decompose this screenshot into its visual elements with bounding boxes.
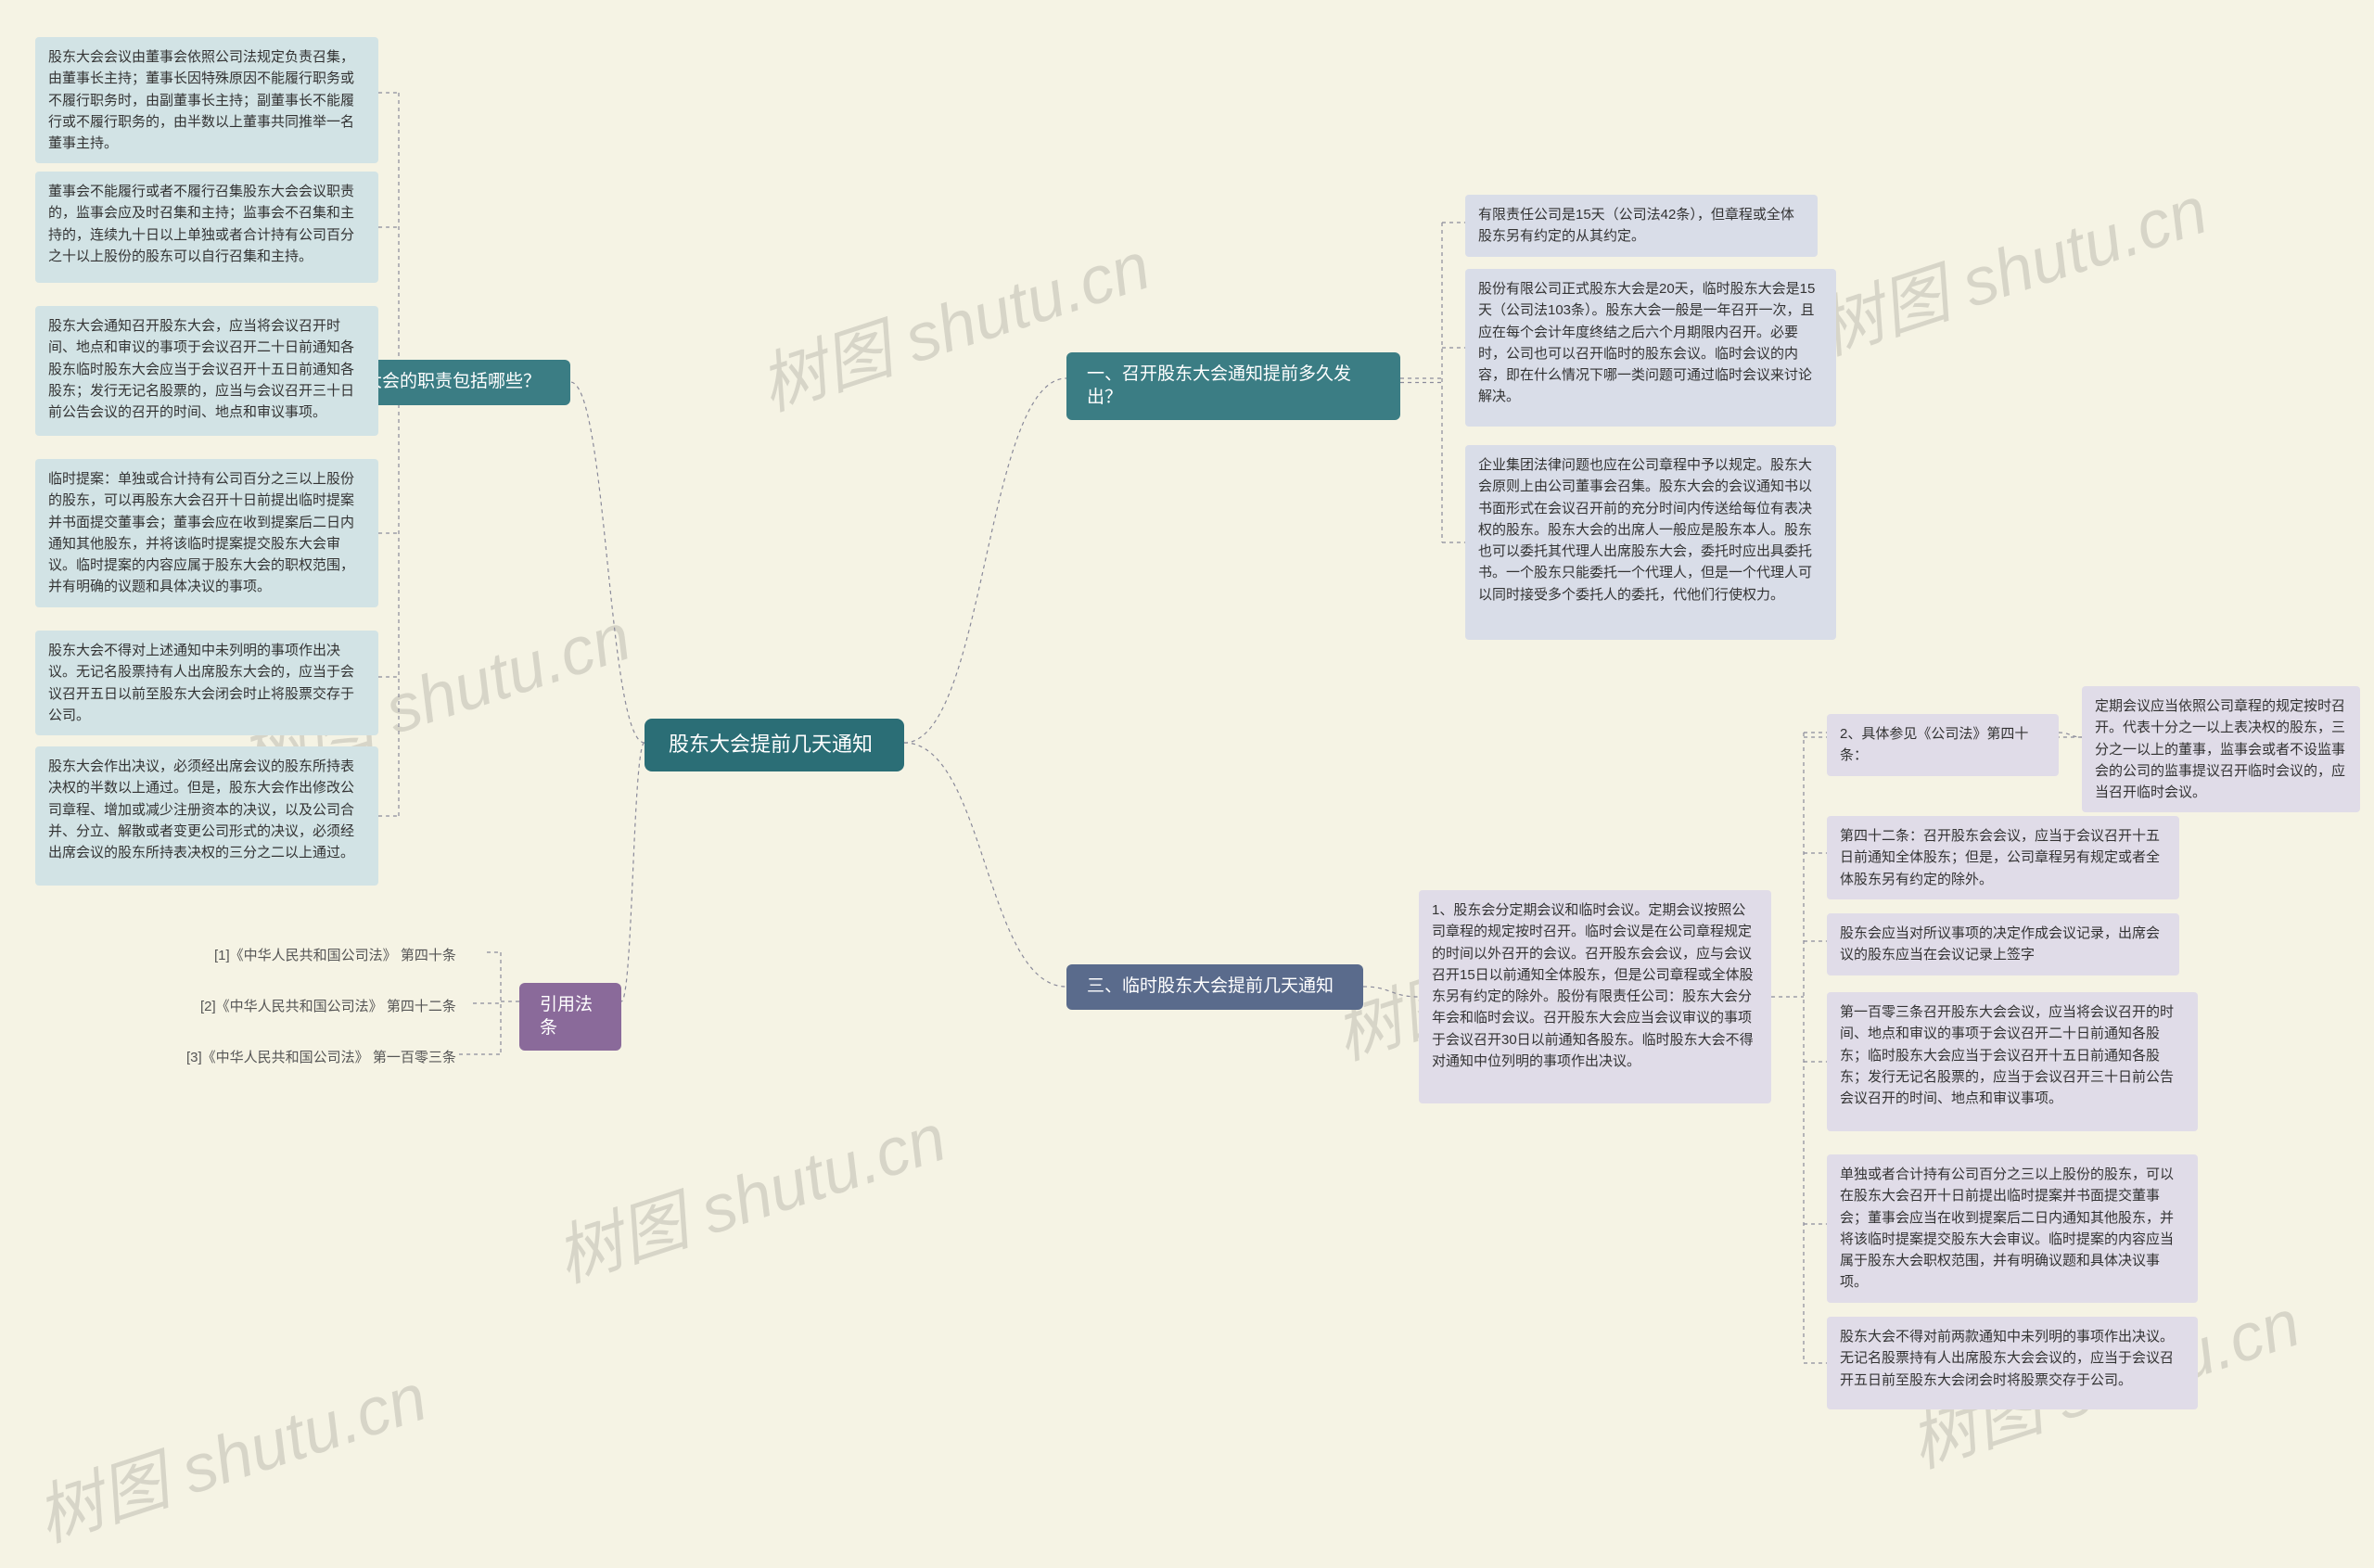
leaf-b3-main: 1、股东会分定期会议和临时会议。定期会议按照公司章程的规定按时召开。临时会议是在… [1419, 890, 1771, 1103]
leaf-law-2: [3]《中华人民共和国公司法》 第一百零三条 [181, 1043, 462, 1070]
leaf-b3-sub-4: 第一百零三条召开股东大会会议，应当将会议召开的时间、地点和审议的事项于会议召开二… [1827, 992, 2198, 1131]
leaf-b3-sub-3: 股东会应当对所议事项的决定作成会议记录，出席会议的股东应当在会议记录上签字 [1827, 913, 2179, 975]
branch-4: 引用法条 [519, 983, 621, 1051]
leaf-b1-2: 企业集团法律问题也应在公司章程中予以规定。股东大会原则上由公司董事会召集。股东大… [1465, 445, 1836, 640]
leaf-b2-5: 股东大会作出决议，必须经出席会议的股东所持表决权的半数以上通过。但是，股东大会作… [35, 746, 378, 886]
branch-1: 一、召开股东大会通知提前多久发出？ [1066, 352, 1400, 420]
leaf-b1-1: 股份有限公司正式股东大会是20天，临时股东大会是15天（公司法103条）。股东大… [1465, 269, 1836, 427]
leaf-b2-0: 股东大会会议由董事会依照公司法规定负责召集，由董事长主持；董事长因特殊原因不能履… [35, 37, 378, 163]
leaf-b1-0: 有限责任公司是15天（公司法42条），但章程或全体股东另有约定的从其约定。 [1465, 195, 1818, 257]
leaf-b3-sub-5: 单独或者合计持有公司百分之三以上股份的股东，可以在股东大会召开十日前提出临时提案… [1827, 1154, 2198, 1303]
leaf-b2-4: 股东大会不得对上述通知中未列明的事项作出决议。无记名股票持有人出席股东大会的，应… [35, 631, 378, 735]
leaf-b2-2: 股东大会通知召开股东大会，应当将会议召开时间、地点和审议的事项于会议召开二十日前… [35, 306, 378, 436]
branch-3: 三、临时股东大会提前几天通知 [1066, 964, 1363, 1010]
leaf-b3-sub-1: 定期会议应当依照公司章程的规定按时召开。代表十分之一以上表决权的股东，三分之一以… [2082, 686, 2360, 812]
leaf-b2-1: 董事会不能履行或者不履行召集股东大会会议职责的，监事会应及时召集和主持；监事会不… [35, 172, 378, 283]
leaf-b3-sub-0: 2、具体参见《公司法》第四十条： [1827, 714, 2059, 776]
leaf-law-1: [2]《中华人民共和国公司法》 第四十二条 [195, 992, 462, 1019]
leaf-b3-sub-6: 股东大会不得对前两款通知中未列明的事项作出决议。无记名股票持有人出席股东大会会议… [1827, 1317, 2198, 1409]
leaf-b2-3: 临时提案：单独或合计持有公司百分之三以上股份的股东，可以再股东大会召开十日前提出… [35, 459, 378, 607]
leaf-law-0: [1]《中华人民共和国公司法》 第四十条 [209, 941, 462, 968]
leaf-b3-sub-2: 第四十二条：召开股东会会议，应当于会议召开十五日前通知全体股东；但是，公司章程另… [1827, 816, 2179, 899]
center-node: 股东大会提前几天通知 [645, 719, 904, 771]
